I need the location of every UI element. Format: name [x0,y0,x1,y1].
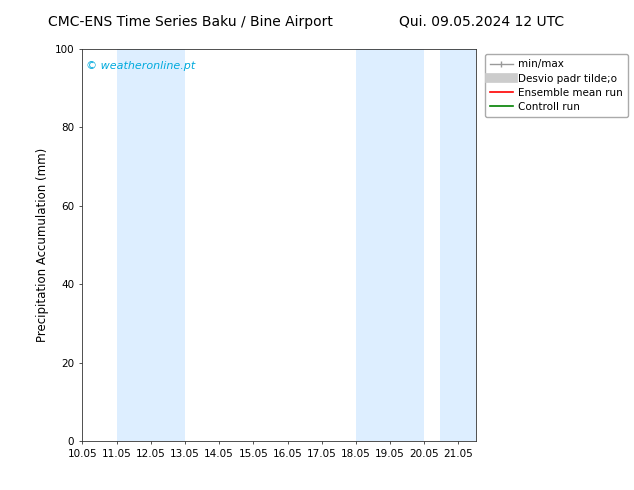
Bar [439,49,476,441]
Bar [117,49,151,441]
Text: CMC-ENS Time Series Baku / Bine Airport: CMC-ENS Time Series Baku / Bine Airport [48,15,333,29]
Bar [356,49,390,441]
Legend: min/max, Desvio padr tilde;o, Ensemble mean run, Controll run: min/max, Desvio padr tilde;o, Ensemble m… [484,54,628,117]
Bar [390,49,424,441]
Text: Qui. 09.05.2024 12 UTC: Qui. 09.05.2024 12 UTC [399,15,564,29]
Y-axis label: Precipitation Accumulation (mm): Precipitation Accumulation (mm) [36,148,49,342]
Bar [151,49,185,441]
Text: © weatheronline.pt: © weatheronline.pt [86,61,196,71]
